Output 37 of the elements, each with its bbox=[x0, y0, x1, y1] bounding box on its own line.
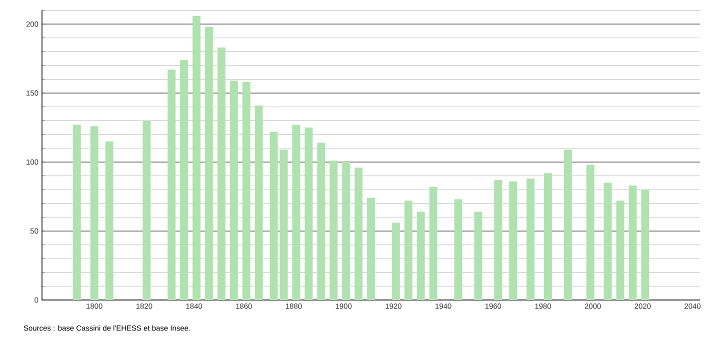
bar bbox=[628, 185, 637, 300]
bar bbox=[142, 120, 151, 300]
bar bbox=[254, 105, 263, 300]
bar bbox=[526, 178, 535, 300]
bar bbox=[509, 181, 518, 300]
bar bbox=[367, 198, 375, 300]
bar bbox=[544, 173, 552, 300]
bar bbox=[280, 150, 288, 300]
bar bbox=[105, 141, 114, 300]
bar bbox=[641, 190, 650, 300]
bar bbox=[342, 162, 350, 300]
bar bbox=[292, 124, 300, 300]
bar bbox=[604, 182, 612, 300]
bar bbox=[330, 160, 338, 300]
bar bbox=[616, 200, 624, 300]
bar bbox=[474, 212, 482, 300]
bar bbox=[270, 132, 278, 300]
bar bbox=[168, 70, 176, 300]
bar bbox=[180, 60, 188, 300]
bar bbox=[564, 150, 572, 300]
bar bbox=[586, 164, 594, 300]
bar bbox=[217, 48, 226, 300]
bar bbox=[454, 199, 462, 300]
bar bbox=[392, 222, 400, 300]
bar bbox=[230, 80, 238, 300]
bar bbox=[404, 200, 412, 300]
bar bbox=[304, 128, 313, 300]
bar bbox=[429, 186, 438, 300]
bar bbox=[90, 126, 98, 300]
bar bbox=[192, 16, 201, 300]
bar bbox=[354, 168, 363, 300]
bar bbox=[72, 124, 81, 300]
bar bbox=[317, 142, 326, 300]
bar bbox=[205, 26, 213, 300]
bar bbox=[416, 212, 425, 300]
bar bbox=[242, 82, 250, 300]
bar bbox=[494, 180, 502, 300]
